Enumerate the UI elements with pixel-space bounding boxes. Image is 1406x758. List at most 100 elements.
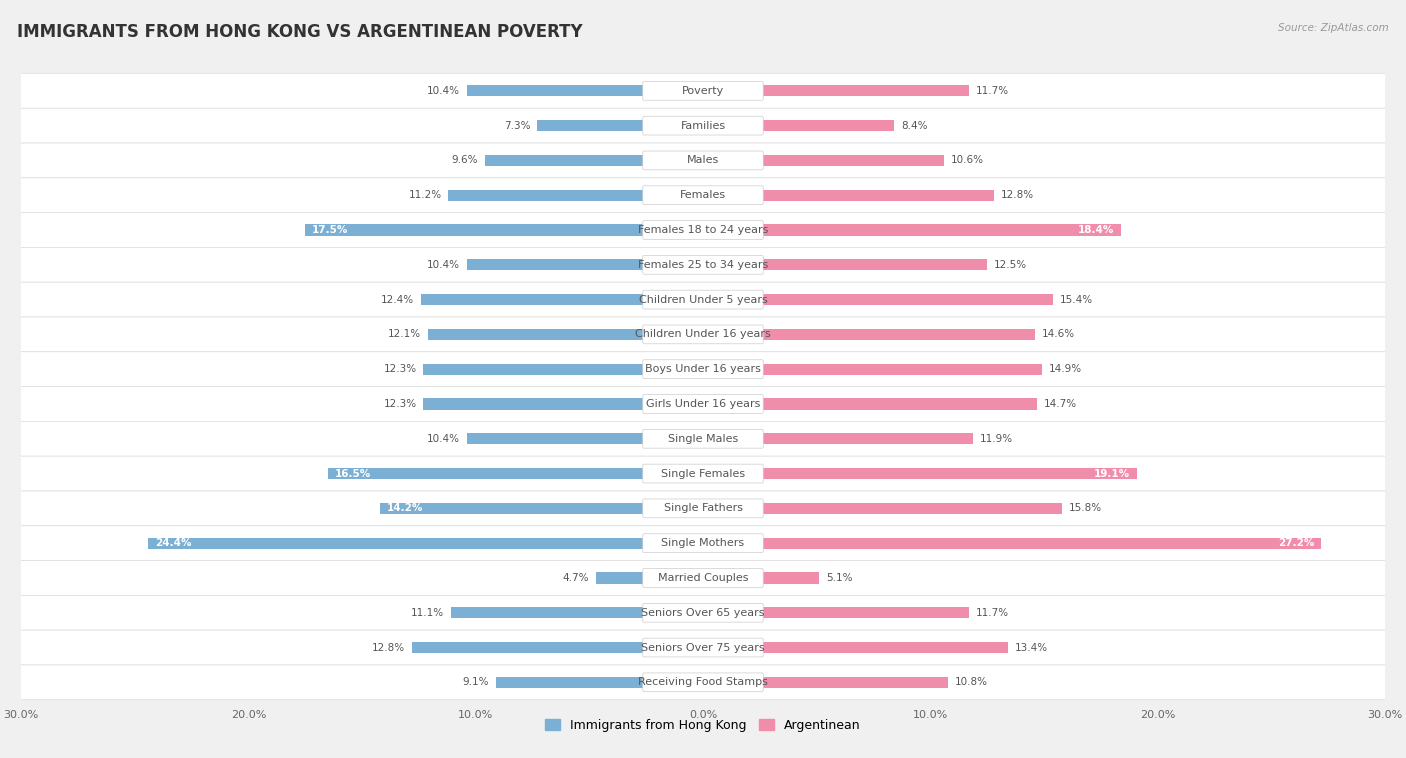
Bar bbox=[467, 259, 703, 271]
Text: 7.3%: 7.3% bbox=[503, 121, 530, 130]
Text: 18.4%: 18.4% bbox=[1078, 225, 1115, 235]
Text: 16.5%: 16.5% bbox=[335, 468, 371, 478]
Bar bbox=[703, 642, 1008, 653]
Bar bbox=[703, 434, 973, 444]
Text: 10.4%: 10.4% bbox=[427, 86, 460, 96]
Bar bbox=[703, 190, 994, 201]
Bar bbox=[328, 468, 703, 479]
Text: 14.6%: 14.6% bbox=[1042, 330, 1074, 340]
Text: Poverty: Poverty bbox=[682, 86, 724, 96]
FancyBboxPatch shape bbox=[643, 290, 763, 309]
Text: 12.4%: 12.4% bbox=[381, 295, 415, 305]
Bar bbox=[703, 677, 949, 688]
Text: 17.5%: 17.5% bbox=[312, 225, 349, 235]
Text: Receiving Food Stamps: Receiving Food Stamps bbox=[638, 678, 768, 688]
Text: 11.9%: 11.9% bbox=[980, 434, 1014, 443]
FancyBboxPatch shape bbox=[643, 638, 763, 657]
Bar bbox=[496, 677, 703, 688]
FancyBboxPatch shape bbox=[643, 116, 763, 135]
Text: Families: Families bbox=[681, 121, 725, 130]
Text: 8.4%: 8.4% bbox=[901, 121, 927, 130]
Text: 4.7%: 4.7% bbox=[562, 573, 589, 583]
FancyBboxPatch shape bbox=[643, 81, 763, 100]
FancyBboxPatch shape bbox=[21, 421, 1385, 456]
Bar bbox=[703, 85, 969, 96]
Text: 12.3%: 12.3% bbox=[384, 399, 416, 409]
Bar bbox=[467, 434, 703, 444]
Text: 9.6%: 9.6% bbox=[451, 155, 478, 165]
FancyBboxPatch shape bbox=[21, 282, 1385, 317]
Bar bbox=[703, 537, 1322, 549]
Text: 14.7%: 14.7% bbox=[1045, 399, 1077, 409]
Text: Children Under 5 years: Children Under 5 years bbox=[638, 295, 768, 305]
Bar bbox=[703, 399, 1038, 409]
Text: 12.5%: 12.5% bbox=[994, 260, 1026, 270]
Text: 5.1%: 5.1% bbox=[825, 573, 852, 583]
Bar bbox=[703, 294, 1053, 305]
FancyBboxPatch shape bbox=[643, 603, 763, 622]
Text: Single Males: Single Males bbox=[668, 434, 738, 443]
Bar bbox=[703, 155, 943, 166]
Bar bbox=[423, 364, 703, 374]
Bar bbox=[423, 399, 703, 409]
Bar bbox=[703, 503, 1062, 514]
FancyBboxPatch shape bbox=[643, 464, 763, 483]
Text: 19.1%: 19.1% bbox=[1094, 468, 1130, 478]
FancyBboxPatch shape bbox=[21, 456, 1385, 491]
Text: 15.4%: 15.4% bbox=[1060, 295, 1092, 305]
FancyBboxPatch shape bbox=[643, 151, 763, 170]
Bar bbox=[703, 329, 1035, 340]
Bar bbox=[427, 329, 703, 340]
Text: 13.4%: 13.4% bbox=[1014, 643, 1047, 653]
Legend: Immigrants from Hong Kong, Argentinean: Immigrants from Hong Kong, Argentinean bbox=[540, 714, 866, 737]
Text: 10.4%: 10.4% bbox=[427, 434, 460, 443]
FancyBboxPatch shape bbox=[21, 561, 1385, 595]
Bar bbox=[449, 190, 703, 201]
FancyBboxPatch shape bbox=[643, 186, 763, 205]
FancyBboxPatch shape bbox=[643, 325, 763, 344]
Text: 10.8%: 10.8% bbox=[955, 678, 988, 688]
Text: 14.2%: 14.2% bbox=[387, 503, 423, 513]
Bar bbox=[703, 468, 1137, 479]
Text: 11.2%: 11.2% bbox=[409, 190, 441, 200]
FancyBboxPatch shape bbox=[21, 665, 1385, 700]
FancyBboxPatch shape bbox=[643, 429, 763, 448]
FancyBboxPatch shape bbox=[21, 387, 1385, 421]
Bar bbox=[412, 642, 703, 653]
Text: 12.8%: 12.8% bbox=[373, 643, 405, 653]
Bar bbox=[422, 294, 703, 305]
Text: Females 18 to 24 years: Females 18 to 24 years bbox=[638, 225, 768, 235]
Bar bbox=[380, 503, 703, 514]
FancyBboxPatch shape bbox=[21, 352, 1385, 387]
FancyBboxPatch shape bbox=[21, 108, 1385, 143]
Text: 12.1%: 12.1% bbox=[388, 330, 422, 340]
FancyBboxPatch shape bbox=[21, 526, 1385, 561]
Text: 11.7%: 11.7% bbox=[976, 608, 1010, 618]
Text: 10.6%: 10.6% bbox=[950, 155, 984, 165]
Text: 27.2%: 27.2% bbox=[1278, 538, 1315, 548]
Bar bbox=[537, 120, 703, 131]
Text: Seniors Over 65 years: Seniors Over 65 years bbox=[641, 608, 765, 618]
FancyBboxPatch shape bbox=[21, 178, 1385, 212]
FancyBboxPatch shape bbox=[643, 673, 763, 692]
Text: Males: Males bbox=[688, 155, 718, 165]
Text: Married Couples: Married Couples bbox=[658, 573, 748, 583]
Text: Females 25 to 34 years: Females 25 to 34 years bbox=[638, 260, 768, 270]
Text: Seniors Over 75 years: Seniors Over 75 years bbox=[641, 643, 765, 653]
Text: 12.3%: 12.3% bbox=[384, 364, 416, 374]
Text: 9.1%: 9.1% bbox=[463, 678, 489, 688]
FancyBboxPatch shape bbox=[643, 568, 763, 587]
Text: Children Under 16 years: Children Under 16 years bbox=[636, 330, 770, 340]
FancyBboxPatch shape bbox=[21, 317, 1385, 352]
Text: Boys Under 16 years: Boys Under 16 years bbox=[645, 364, 761, 374]
FancyBboxPatch shape bbox=[643, 221, 763, 240]
Bar bbox=[149, 537, 703, 549]
Bar bbox=[703, 572, 818, 584]
FancyBboxPatch shape bbox=[21, 595, 1385, 630]
FancyBboxPatch shape bbox=[21, 630, 1385, 665]
Text: Single Mothers: Single Mothers bbox=[661, 538, 745, 548]
Text: 15.8%: 15.8% bbox=[1069, 503, 1102, 513]
Bar bbox=[703, 120, 894, 131]
Text: 14.9%: 14.9% bbox=[1049, 364, 1081, 374]
Bar bbox=[485, 155, 703, 166]
